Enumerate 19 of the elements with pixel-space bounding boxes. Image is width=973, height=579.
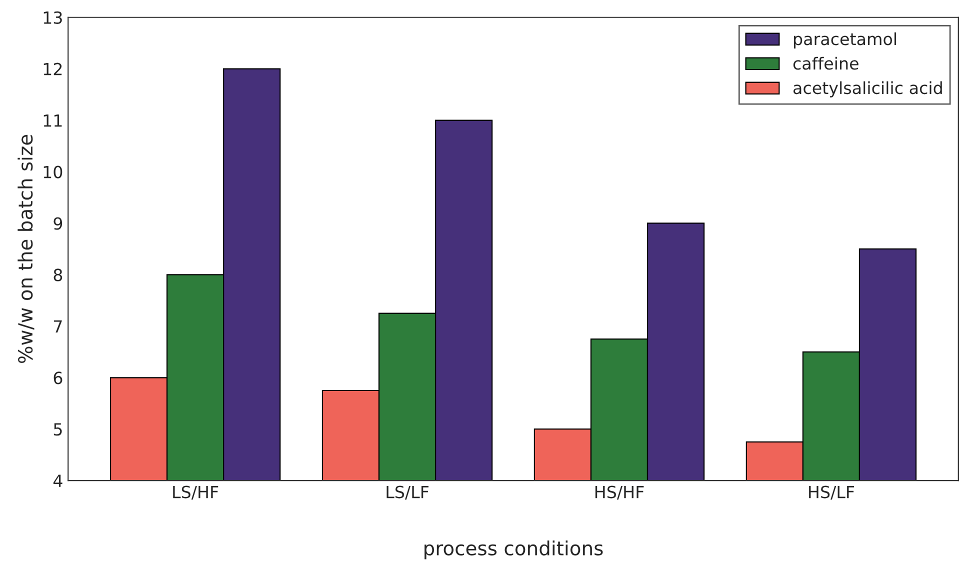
x-tick-label: HS/HF: [595, 486, 644, 500]
legend-label: caffeine: [793, 56, 858, 70]
y-tick-label: 6: [54, 372, 62, 384]
x-tick-label: HS/LF: [809, 486, 854, 500]
y-tick-label: 4: [53, 474, 62, 487]
y-tick-label: 5: [54, 423, 62, 436]
x-tick-label: LS/LF: [386, 486, 428, 500]
y-axis-title: %w/w on the batch size: [18, 134, 34, 364]
y-tick-label: 13: [44, 11, 62, 24]
x-tick-label: LS/HF: [173, 486, 218, 500]
y-tick-label: 12: [44, 62, 62, 76]
y-tick-label: 11: [44, 114, 62, 127]
y-tick-label: 9: [54, 217, 62, 230]
legend-label: paracetamol: [794, 32, 896, 48]
legend-label: acetylsalicilic acid: [793, 81, 942, 98]
y-tick-label: 8: [54, 268, 62, 282]
y-tick-label: 7: [54, 320, 62, 332]
y-tick-label: 10: [44, 166, 62, 178]
x-axis-title: process conditions: [424, 540, 603, 560]
